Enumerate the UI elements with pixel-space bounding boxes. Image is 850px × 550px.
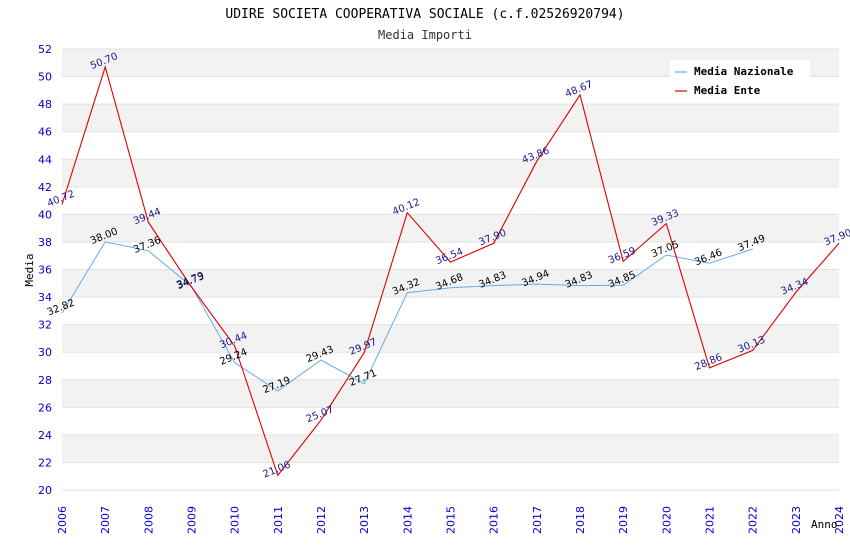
x-tick-label: 2020 [660,506,673,534]
background-band [62,462,839,490]
y-tick-label: 30 [38,346,52,359]
y-tick-label: 52 [38,43,52,56]
y-tick-label: 44 [38,153,52,166]
x-axis-label: Anno [811,518,838,531]
y-tick-label: 32 [38,319,52,332]
x-tick-label: 2010 [229,506,242,534]
x-tick-label: 2023 [790,506,803,534]
legend-label-nazionale: Media Nazionale [694,65,794,78]
series-line-nazionale [61,241,753,392]
y-axis-label: Media [23,253,36,286]
y-tick-label: 36 [38,264,52,277]
y-axis-ticks: 20 22 24 26 28 30 32 34 36 38 40 42 44 46 48 50 52 [38,43,52,497]
x-tick-label: 2018 [574,506,587,534]
legend-label-ente: Media Ente [694,84,761,97]
x-tick-label: 2019 [617,506,630,534]
series-lines [61,64,840,477]
x-tick-label: 2009 [186,506,199,534]
chart-subtitle: Media Importi [378,28,472,42]
plot-background-bands [62,49,839,490]
y-tick-label: 50 [38,71,52,84]
background-band [62,352,839,380]
x-tick-label: 2017 [531,506,544,534]
gridlines [62,48,839,491]
y-tick-label: 22 [38,456,52,469]
x-tick-label: 2021 [704,506,717,534]
y-tick-label: 34 [38,291,52,304]
x-tick-label: 2008 [142,506,155,534]
background-band [62,407,839,435]
background-band [62,241,839,270]
background-band [62,324,839,353]
background-band [62,159,839,187]
x-tick-label: 2013 [358,506,371,534]
x-tick-label: 2016 [488,506,501,534]
background-band [62,104,839,132]
legend: Media Nazionale Media Ente [670,60,810,102]
x-tick-label: 2007 [99,506,112,534]
y-tick-label: 48 [38,98,52,111]
x-tick-label: 2022 [747,506,760,534]
y-tick-label: 20 [38,484,52,497]
legend-box [670,60,810,102]
background-band [62,131,839,160]
y-tick-label: 26 [38,401,52,414]
y-tick-label: 46 [38,126,52,139]
background-band [62,434,839,463]
y-tick-label: 38 [38,236,52,249]
series-line-ente [61,64,840,477]
background-band [62,214,839,242]
x-tick-label: 2015 [445,506,458,534]
chart-title: UDIRE SOCIETA COOPERATIVA SOCIALE (c.f.0… [225,7,624,22]
x-tick-label: 2006 [56,506,69,534]
background-band [62,297,839,325]
y-tick-label: 28 [38,374,52,387]
y-tick-label: 42 [38,181,52,194]
x-axis-ticks: 2006 2007 2008 2009 2010 2011 2012 2013 2014 2015… [56,506,846,534]
background-band [62,379,839,408]
x-tick-label: 2014 [401,506,414,534]
x-tick-label: 2012 [315,506,328,534]
background-band [62,186,839,215]
y-tick-label: 24 [38,429,52,442]
background-band [62,269,839,298]
x-tick-label: 2011 [272,506,285,534]
y-tick-label: 40 [38,208,52,221]
x-tick-label: 2024 [833,506,846,534]
